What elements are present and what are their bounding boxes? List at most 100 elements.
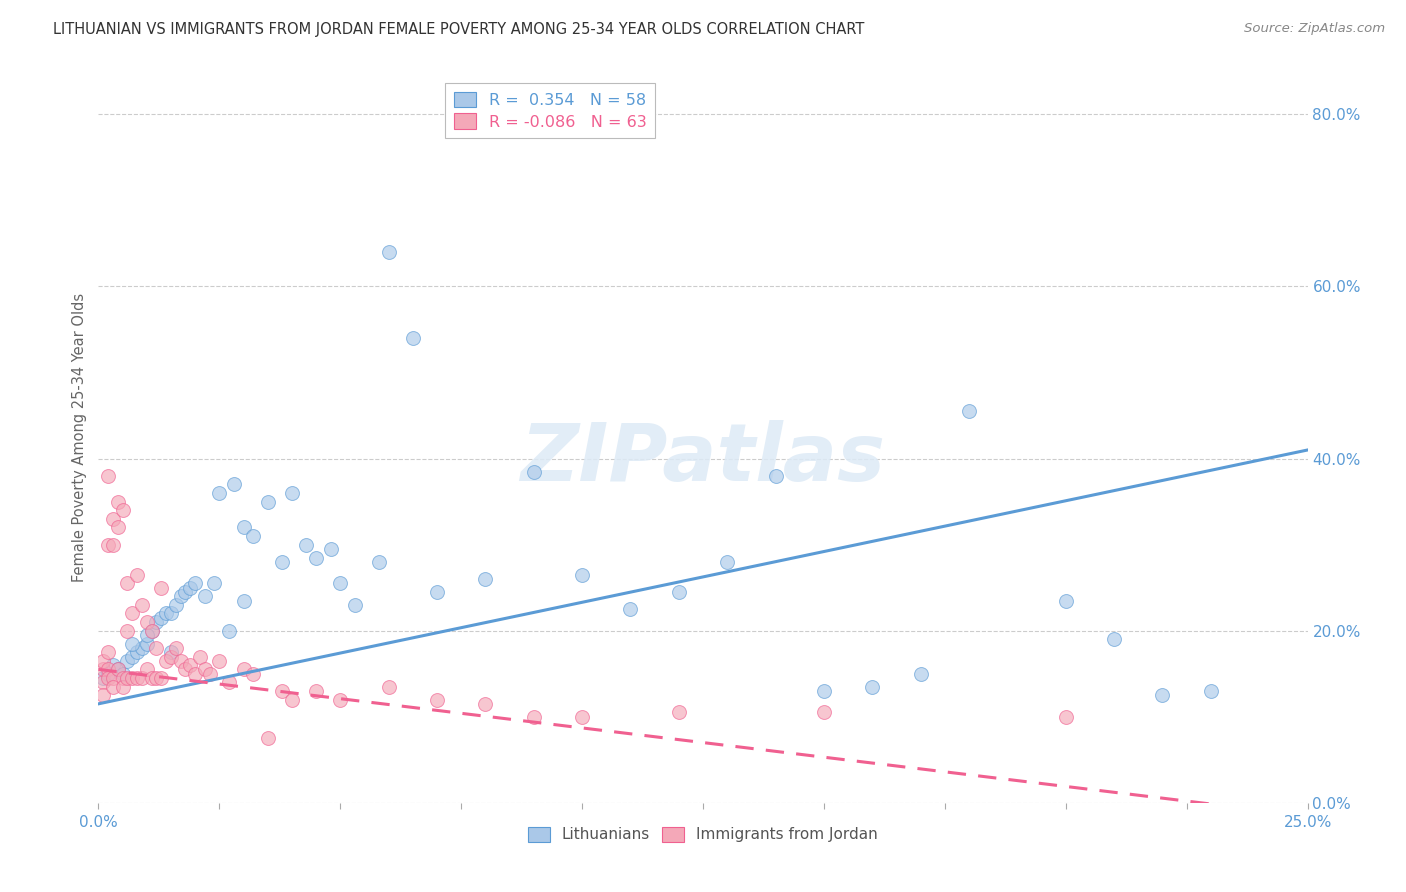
Point: [232, 662, 254, 676]
Point: [271, 555, 294, 569]
Point: [97, 468, 120, 483]
Point: [571, 710, 593, 724]
Point: [101, 512, 124, 526]
Point: [169, 654, 191, 668]
Point: [165, 598, 187, 612]
Point: [91, 654, 114, 668]
Point: [111, 680, 134, 694]
Point: [232, 593, 254, 607]
Point: [127, 567, 149, 582]
Point: [368, 555, 391, 569]
Point: [329, 692, 352, 706]
Point: [101, 680, 124, 694]
Point: [150, 611, 173, 625]
Point: [474, 697, 496, 711]
Point: [204, 576, 226, 591]
Point: [208, 486, 231, 500]
Point: [107, 520, 129, 534]
Point: [145, 671, 167, 685]
Point: [218, 624, 240, 638]
Point: [160, 649, 183, 664]
Point: [242, 529, 264, 543]
Point: [716, 555, 738, 569]
Point: [668, 706, 690, 720]
Point: [141, 624, 163, 638]
Point: [121, 637, 143, 651]
Point: [523, 465, 546, 479]
Point: [1152, 688, 1174, 702]
Point: [377, 680, 399, 694]
Point: [295, 538, 318, 552]
Point: [571, 567, 593, 582]
Legend: Lithuanians, Immigrants from Jordan: Lithuanians, Immigrants from Jordan: [520, 819, 886, 850]
Point: [242, 666, 264, 681]
Point: [111, 671, 134, 685]
Point: [343, 598, 366, 612]
Point: [169, 589, 191, 603]
Point: [131, 671, 153, 685]
Point: [256, 494, 278, 508]
Point: [117, 624, 139, 638]
Point: [117, 671, 139, 685]
Point: [765, 468, 787, 483]
Point: [121, 607, 143, 621]
Point: [184, 666, 207, 681]
Point: [402, 331, 425, 345]
Point: [174, 662, 197, 676]
Point: [150, 671, 173, 685]
Point: [160, 645, 183, 659]
Point: [198, 666, 221, 681]
Point: [329, 576, 352, 591]
Point: [107, 662, 129, 676]
Point: [101, 671, 124, 685]
Point: [426, 585, 449, 599]
Point: [668, 585, 690, 599]
Point: [135, 662, 157, 676]
Point: [91, 688, 114, 702]
Point: [208, 654, 231, 668]
Point: [194, 662, 217, 676]
Point: [319, 541, 342, 556]
Point: [813, 684, 835, 698]
Point: [131, 640, 153, 655]
Point: [101, 538, 124, 552]
Point: [174, 585, 197, 599]
Point: [135, 637, 157, 651]
Point: [305, 684, 328, 698]
Point: [97, 666, 120, 681]
Point: [232, 520, 254, 534]
Text: Source: ZipAtlas.com: Source: ZipAtlas.com: [1244, 22, 1385, 36]
Point: [141, 624, 163, 638]
Text: LITHUANIAN VS IMMIGRANTS FROM JORDAN FEMALE POVERTY AMONG 25-34 YEAR OLDS CORREL: LITHUANIAN VS IMMIGRANTS FROM JORDAN FEM…: [53, 22, 865, 37]
Point: [188, 649, 211, 664]
Point: [256, 731, 278, 746]
Point: [101, 658, 124, 673]
Point: [121, 671, 143, 685]
Point: [910, 666, 932, 681]
Point: [523, 710, 546, 724]
Point: [117, 576, 139, 591]
Point: [860, 680, 883, 694]
Point: [141, 671, 163, 685]
Point: [150, 581, 173, 595]
Point: [426, 692, 449, 706]
Point: [474, 572, 496, 586]
Point: [1102, 632, 1125, 647]
Point: [111, 503, 134, 517]
Point: [281, 692, 304, 706]
Point: [281, 486, 304, 500]
Point: [619, 602, 641, 616]
Point: [377, 245, 399, 260]
Point: [155, 607, 177, 621]
Point: [222, 477, 245, 491]
Point: [97, 538, 120, 552]
Point: [194, 589, 217, 603]
Point: [135, 628, 157, 642]
Point: [107, 494, 129, 508]
Point: [179, 581, 201, 595]
Point: [145, 640, 167, 655]
Point: [91, 671, 114, 685]
Point: [813, 706, 835, 720]
Point: [117, 654, 139, 668]
Point: [179, 658, 201, 673]
